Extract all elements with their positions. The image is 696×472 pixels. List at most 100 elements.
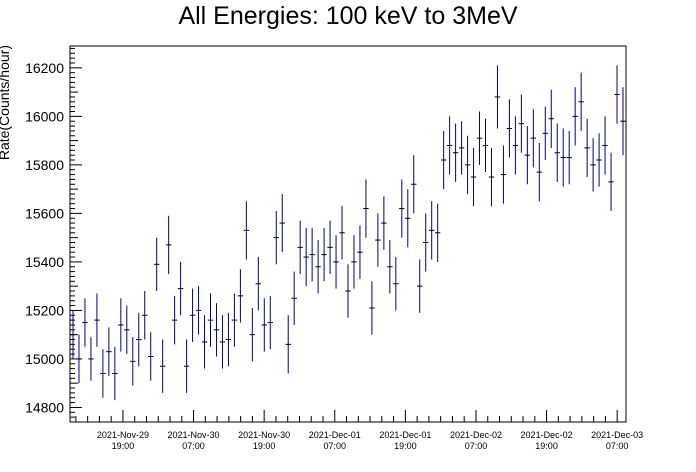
data-point [470, 147, 477, 207]
x-tick-date: 2021-Nov-30 [238, 430, 290, 440]
data-point [100, 349, 106, 398]
data-point [291, 271, 297, 325]
data-point [518, 94, 525, 153]
data-point [596, 133, 602, 187]
data-point [608, 152, 614, 211]
data-point [417, 259, 423, 313]
data-point [548, 89, 554, 148]
data-point [458, 121, 465, 175]
data-point [237, 269, 244, 323]
data-point [530, 109, 537, 168]
data-point [195, 286, 202, 335]
data-point [177, 261, 184, 316]
data-point [327, 220, 333, 275]
data-point [219, 315, 226, 369]
data-point [488, 147, 495, 207]
data-point [411, 155, 417, 214]
x-tick-time: 07:00 [606, 441, 629, 451]
data-point [159, 339, 166, 393]
data-point [381, 196, 387, 250]
data-point [207, 293, 214, 347]
data-point [339, 206, 345, 260]
data-point [524, 126, 531, 185]
data-point [273, 210, 279, 265]
data-point [142, 291, 148, 340]
data-point [566, 130, 572, 185]
x-tick-date: 2021-Dec-02 [450, 430, 502, 440]
data-point [476, 111, 483, 165]
data-point [148, 332, 154, 381]
data-series [70, 65, 626, 401]
data-point [124, 305, 130, 355]
data-point [536, 143, 542, 202]
data-point [82, 298, 88, 347]
y-tick-label: 15600 [25, 205, 64, 221]
data-point [399, 179, 405, 238]
data-point [429, 201, 435, 260]
data-point [446, 116, 453, 175]
x-tick-date: 2021-Dec-02 [521, 430, 573, 440]
data-point [249, 307, 256, 362]
data-point [321, 227, 327, 282]
y-axis: 14800 15000 15200 15400 15600 15800 16000 16200 [25, 47, 82, 423]
data-point [464, 135, 471, 194]
data-point [88, 337, 94, 381]
data-point [243, 201, 250, 260]
data-point [560, 128, 566, 187]
data-point [393, 257, 399, 311]
data-point [452, 123, 459, 182]
y-tick-label: 14800 [25, 399, 64, 415]
data-point [387, 240, 393, 294]
data-point [363, 179, 369, 238]
data-point [303, 227, 309, 287]
x-tick-date: 2021-Nov-30 [168, 430, 220, 440]
data-point [375, 213, 381, 267]
y-tick-label: 16000 [25, 108, 64, 124]
data-point [494, 65, 501, 129]
data-point [285, 315, 291, 374]
x-tick-time: 07:00 [323, 441, 346, 451]
plot-frame [69, 45, 627, 423]
chart-title: All Energies: 100 keV to 3MeV [178, 2, 517, 30]
data-point [345, 264, 351, 318]
data-point [267, 295, 273, 350]
data-point [542, 106, 548, 161]
data-point [136, 312, 142, 367]
data-point [357, 225, 363, 279]
x-tick-date: 2021-Dec-01 [309, 430, 361, 440]
x-tick-time: 19:00 [253, 441, 276, 451]
data-point [440, 130, 447, 190]
data-point [506, 99, 513, 158]
data-point [118, 298, 124, 352]
data-point [500, 145, 507, 204]
data-point [572, 87, 578, 146]
data-point [261, 298, 267, 352]
data-point [423, 213, 429, 272]
data-point [590, 138, 596, 192]
data-point [351, 235, 357, 289]
y-tick-label: 16200 [25, 60, 64, 76]
x-axis: 2021-Nov-2919:002021-Nov-3007:002021-Nov… [75, 410, 643, 451]
data-point [620, 87, 626, 156]
y-tick-label: 15800 [25, 157, 64, 173]
data-point [578, 72, 584, 131]
data-point [369, 281, 375, 335]
x-tick-time: 19:00 [394, 441, 417, 451]
data-point [171, 295, 178, 345]
data-point [183, 339, 190, 393]
data-point [405, 189, 411, 248]
data-point [614, 65, 620, 124]
data-point [315, 240, 321, 294]
data-point [70, 310, 76, 359]
x-tick-time: 07:00 [465, 441, 488, 451]
data-point [279, 193, 285, 253]
x-tick-date: 2021-Dec-03 [591, 430, 643, 440]
data-point [231, 293, 238, 347]
data-point [482, 118, 489, 173]
data-point [154, 237, 160, 292]
data-point [333, 235, 339, 289]
data-point [602, 116, 608, 175]
data-point [309, 227, 315, 282]
x-tick-time: 19:00 [535, 441, 558, 451]
x-tick-date: 2021-Dec-01 [379, 430, 431, 440]
